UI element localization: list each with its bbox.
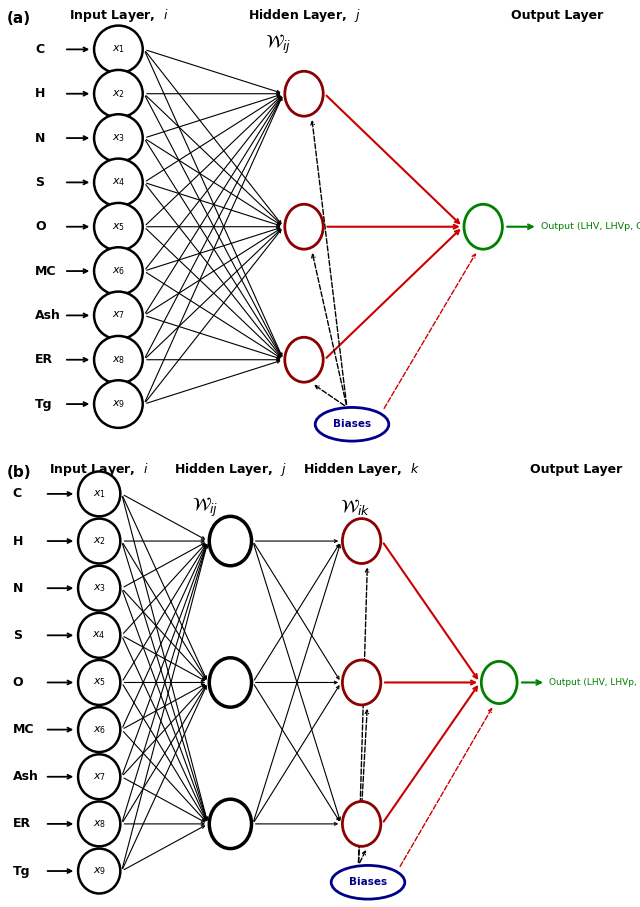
Text: N: N: [35, 132, 45, 144]
Ellipse shape: [78, 566, 120, 610]
Text: Output Layer: Output Layer: [530, 463, 622, 475]
Ellipse shape: [94, 336, 143, 384]
Ellipse shape: [94, 292, 143, 339]
Text: O: O: [13, 676, 24, 689]
Text: S: S: [13, 629, 22, 642]
Text: Ash: Ash: [13, 770, 38, 784]
Text: Ash: Ash: [35, 309, 61, 322]
Text: $x_3$: $x_3$: [112, 132, 125, 144]
Text: $x_3$: $x_3$: [93, 582, 106, 594]
Ellipse shape: [315, 407, 388, 441]
Text: $x_5$: $x_5$: [93, 677, 106, 688]
Ellipse shape: [94, 248, 143, 295]
Ellipse shape: [94, 203, 143, 250]
Text: MC: MC: [35, 265, 57, 278]
Ellipse shape: [481, 661, 517, 704]
Ellipse shape: [342, 660, 381, 705]
Ellipse shape: [94, 159, 143, 206]
Ellipse shape: [209, 516, 252, 566]
Text: $x_7$: $x_7$: [93, 771, 106, 783]
Text: $\mathcal{W}_{ij}$: $\mathcal{W}_{ij}$: [191, 496, 218, 519]
Ellipse shape: [78, 802, 120, 846]
Text: $x_6$: $x_6$: [112, 265, 125, 277]
Text: Output (LHV, LHVp, Gas yield): Output (LHV, LHVp, Gas yield): [541, 222, 640, 231]
Ellipse shape: [94, 25, 143, 73]
Ellipse shape: [285, 72, 323, 116]
Text: Output (LHV, LHVp, Gas yield): Output (LHV, LHVp, Gas yield): [549, 678, 640, 687]
Text: $x_9$: $x_9$: [112, 398, 125, 410]
Text: $x_1$: $x_1$: [112, 44, 125, 55]
Text: H: H: [35, 87, 45, 100]
Ellipse shape: [285, 337, 323, 382]
Text: H: H: [13, 534, 23, 548]
Ellipse shape: [78, 755, 120, 799]
Text: Hidden Layer,  $j$: Hidden Layer, $j$: [174, 461, 287, 478]
Text: C: C: [13, 487, 22, 501]
Text: $x_5$: $x_5$: [112, 220, 125, 232]
Text: $\mathcal{W}_{ik}$: $\mathcal{W}_{ik}$: [340, 497, 371, 517]
Text: $x_4$: $x_4$: [112, 177, 125, 189]
Text: N: N: [13, 581, 23, 595]
Ellipse shape: [78, 472, 120, 516]
Ellipse shape: [342, 519, 381, 563]
Text: $x_2$: $x_2$: [93, 535, 106, 547]
Text: $x_6$: $x_6$: [93, 724, 106, 736]
Ellipse shape: [342, 802, 381, 846]
Ellipse shape: [78, 613, 120, 658]
Ellipse shape: [94, 380, 143, 428]
Text: $x_9$: $x_9$: [93, 865, 106, 877]
Text: Biases: Biases: [333, 419, 371, 429]
Text: (b): (b): [6, 464, 31, 480]
Ellipse shape: [464, 204, 502, 249]
Text: Biases: Biases: [349, 877, 387, 887]
Ellipse shape: [78, 849, 120, 893]
Ellipse shape: [209, 658, 252, 707]
Ellipse shape: [94, 114, 143, 161]
Text: S: S: [35, 176, 44, 189]
Ellipse shape: [78, 519, 120, 563]
Text: $\mathcal{W}_{ij}$: $\mathcal{W}_{ij}$: [265, 34, 292, 56]
Text: MC: MC: [13, 723, 35, 736]
Ellipse shape: [332, 865, 405, 899]
Ellipse shape: [78, 660, 120, 705]
Text: $x_2$: $x_2$: [112, 88, 125, 100]
Ellipse shape: [285, 204, 323, 249]
Ellipse shape: [94, 70, 143, 118]
Text: $x_8$: $x_8$: [112, 354, 125, 366]
Text: Hidden Layer,  $k$: Hidden Layer, $k$: [303, 461, 420, 478]
Text: $x_8$: $x_8$: [93, 818, 106, 830]
Text: (a): (a): [6, 11, 31, 26]
Text: ER: ER: [13, 817, 31, 831]
Text: Input Layer,  $i$: Input Layer, $i$: [49, 461, 149, 478]
Ellipse shape: [209, 799, 252, 849]
Text: $x_4$: $x_4$: [93, 629, 106, 641]
Text: Output Layer: Output Layer: [511, 9, 603, 22]
Text: $x_7$: $x_7$: [112, 309, 125, 321]
Text: C: C: [35, 43, 44, 56]
Text: O: O: [35, 220, 46, 233]
Text: Input Layer,  $i$: Input Layer, $i$: [68, 7, 168, 24]
Text: Tg: Tg: [13, 864, 30, 878]
Text: ER: ER: [35, 353, 53, 366]
Text: Hidden Layer,  $j$: Hidden Layer, $j$: [248, 7, 360, 24]
Ellipse shape: [78, 707, 120, 752]
Text: Tg: Tg: [35, 397, 52, 411]
Text: $x_1$: $x_1$: [93, 488, 106, 500]
